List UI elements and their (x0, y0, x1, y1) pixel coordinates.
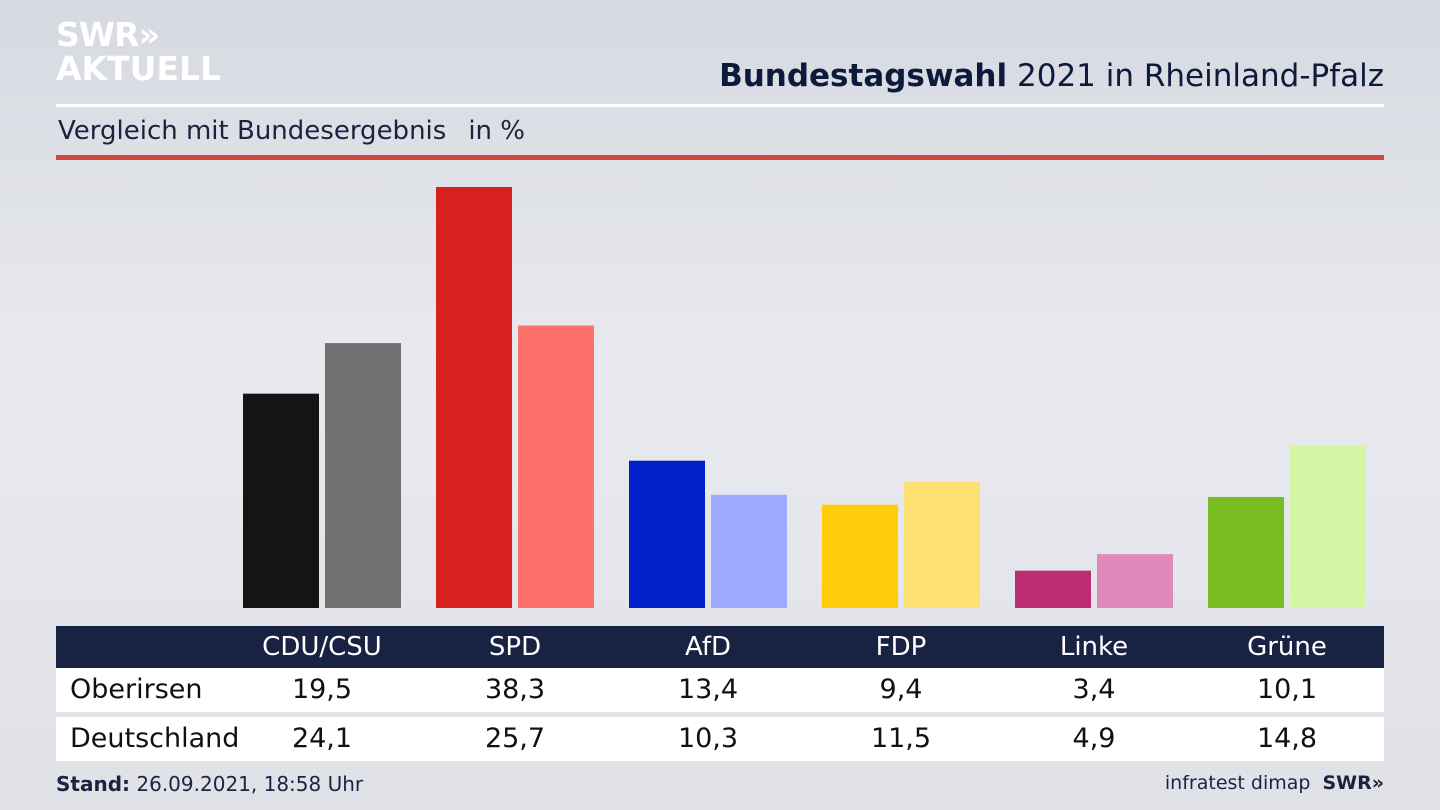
bar-linke-oberirsen (1015, 570, 1091, 608)
value-cell: 25,7 (484, 723, 546, 754)
bar-fdp-oberirsen (822, 504, 898, 608)
logo-line-2: AKTUELL (56, 49, 222, 88)
value-cell: 14,8 (1256, 723, 1318, 754)
category-label: Linke (1059, 632, 1129, 662)
stand-label: Stand: (56, 772, 131, 796)
title-bold: Bundestagswahl (719, 58, 1008, 94)
table-row: Oberirsen 19,5 38,3 13,4 9,4 3,4 10,1 (56, 668, 1384, 712)
page-title: Bundestagswahl 2021 in Rheinland-Pfalz (719, 58, 1384, 94)
bar-grüne-oberirsen (1208, 496, 1284, 608)
source-name: infratest dimap (1164, 772, 1311, 794)
bar-chart (243, 187, 1366, 608)
value-cell: 9,4 (879, 674, 923, 705)
table-row: Deutschland 24,1 25,7 10,3 11,5 4,9 14,8 (56, 717, 1384, 761)
value-cell: 10,1 (1256, 674, 1318, 705)
category-label: FDP (875, 632, 927, 662)
row-label: Oberirsen (70, 674, 203, 705)
value-cell: 4,9 (1072, 723, 1116, 754)
value-cell: 10,3 (677, 723, 739, 754)
value-cell: 13,4 (677, 674, 739, 705)
logo-line-1: SWR» (56, 15, 160, 54)
category-label: SPD (488, 632, 542, 662)
value-cell: 38,3 (484, 674, 546, 705)
chart-subtitle: Vergleich mit Bundesergebnis in % (58, 116, 525, 146)
bar-fdp-deutschland (904, 481, 980, 608)
stand-value: 26.09.2021, 18:58 Uhr (136, 772, 364, 796)
bar-cdu-csu-deutschland (325, 343, 401, 608)
bar-afd-deutschland (711, 494, 787, 608)
bar-spd-oberirsen (436, 187, 512, 608)
swr-brand-logo: SWR» (1322, 772, 1384, 794)
category-label: AfD (684, 632, 732, 662)
table-header-row: CDU/CSU SPD AfD FDP Linke Grüne (56, 626, 1384, 668)
value-cell: 24,1 (291, 723, 353, 754)
bar-linke-deutschland (1097, 554, 1173, 608)
bar-spd-deutschland (518, 325, 594, 608)
value-cell: 19,5 (291, 674, 353, 705)
timestamp: Stand: 26.09.2021, 18:58 Uhr (56, 772, 363, 796)
source-credit: infratest dimap SWR» (1165, 772, 1384, 794)
bar-cdu-csu-oberirsen (243, 393, 319, 608)
bar-afd-oberirsen (629, 460, 705, 608)
title-rest: 2021 in Rheinland-Pfalz (1017, 58, 1384, 94)
value-cell: 3,4 (1072, 674, 1116, 705)
category-label: Grüne (1247, 632, 1327, 662)
row-label: Deutschland (70, 723, 240, 754)
title-divider (56, 104, 1384, 107)
results-table: CDU/CSU SPD AfD FDP Linke Grüne Oberirsen 19,5… (56, 626, 1384, 761)
value-cell: 11,5 (870, 723, 932, 754)
swr-aktuell-logo: SWR» AKTUELL (56, 18, 221, 86)
bar-grüne-deutschland (1290, 445, 1366, 608)
subtitle-unit: in % (468, 116, 525, 146)
category-label: CDU/CSU (262, 632, 382, 662)
accent-divider (56, 155, 1384, 160)
subtitle-text: Vergleich mit Bundesergebnis (58, 116, 447, 146)
